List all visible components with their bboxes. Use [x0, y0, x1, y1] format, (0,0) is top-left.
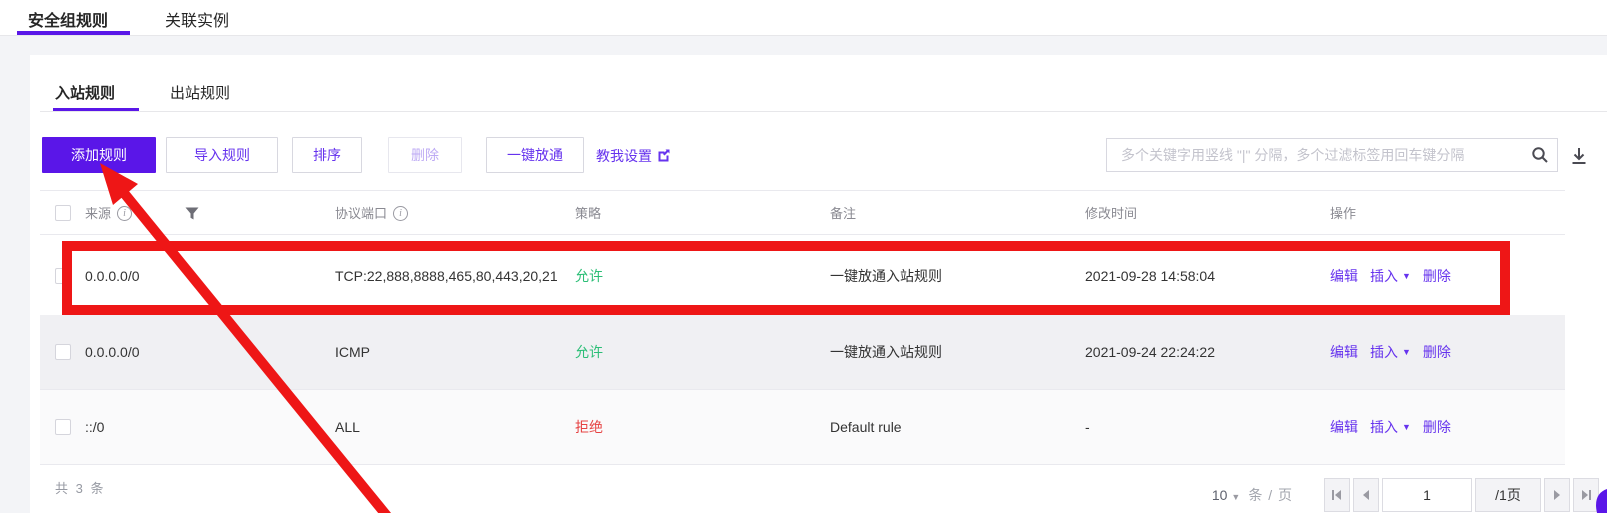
tab-associated-instances[interactable]: 关联实例: [165, 13, 230, 30]
col-source-label: 来源: [85, 206, 112, 221]
open-all-button[interactable]: 一键放通: [486, 137, 584, 173]
col-notes: 备注: [830, 206, 857, 221]
cell-actions: 编辑 插入 ▼ 删除: [1330, 341, 1451, 363]
insert-label: 插入: [1370, 419, 1398, 435]
col-actions: 操作: [1330, 206, 1357, 221]
chevron-down-icon: ▼: [1402, 347, 1411, 357]
pagination: 10▼ 条 / 页 /1页: [1212, 478, 1607, 512]
edit-link[interactable]: 编辑: [1330, 344, 1358, 360]
inner-active-tab-underline: [53, 108, 139, 111]
cell-source: 0.0.0.0/0: [85, 344, 140, 360]
search-input[interactable]: [1107, 147, 1523, 163]
insert-link[interactable]: 插入 ▼: [1370, 341, 1411, 363]
row-checkbox[interactable]: [55, 419, 71, 435]
cell-policy: 拒绝: [575, 419, 603, 435]
col-modified-time: 修改时间: [1085, 206, 1138, 221]
page-tab-bar: 安全组规则 关联实例: [0, 0, 1607, 36]
page-total-label: /1页: [1475, 478, 1541, 512]
total-count: 共 3 条: [55, 481, 106, 496]
sort-button[interactable]: 排序: [292, 137, 362, 173]
tab-security-group-rules[interactable]: 安全组规则: [28, 13, 109, 30]
chevron-down-icon: ▼: [1402, 422, 1411, 432]
col-source: 来源 i: [85, 191, 133, 236]
row-checkbox[interactable]: [55, 344, 71, 360]
col-protocol-port: 协议端口 i: [335, 191, 409, 236]
cell-modified-time: 2021-09-28 14:58:04: [1085, 267, 1215, 284]
cell-notes: Default rule: [830, 419, 902, 435]
source-filter-icon[interactable]: [185, 191, 199, 236]
import-rule-button[interactable]: 导入规则: [166, 137, 278, 173]
cell-actions: 编辑 插入 ▼ 删除: [1330, 265, 1451, 287]
teach-me-link[interactable]: 教我设置: [596, 146, 671, 166]
first-page-button[interactable]: [1324, 478, 1350, 512]
next-page-button[interactable]: [1544, 478, 1570, 512]
page-number-input[interactable]: [1382, 478, 1472, 512]
cell-protocol-port: TCP:22,888,8888,465,80,443,20,21: [335, 267, 558, 284]
prev-page-button[interactable]: [1353, 478, 1379, 512]
search-icon[interactable]: [1523, 139, 1557, 171]
last-page-button[interactable]: [1573, 478, 1599, 512]
cell-notes: 一键放通入站规则: [830, 267, 942, 284]
external-link-icon: [657, 148, 671, 165]
select-all-checkbox[interactable]: [55, 204, 71, 221]
insert-link[interactable]: 插入 ▼: [1370, 416, 1411, 438]
delete-link[interactable]: 删除: [1422, 267, 1451, 284]
insert-label: 插入: [1370, 267, 1398, 284]
insert-link[interactable]: 插入 ▼: [1370, 265, 1411, 287]
delete-link[interactable]: 删除: [1422, 344, 1451, 360]
search-box: [1106, 138, 1558, 172]
cell-notes: 一键放通入站规则: [830, 344, 942, 360]
cell-source: ::/0: [85, 419, 105, 435]
tab-divider: [40, 111, 1607, 112]
chevron-down-icon: ▼: [1402, 270, 1411, 281]
edit-link[interactable]: 编辑: [1330, 419, 1358, 435]
add-rule-button[interactable]: 添加规则: [42, 137, 156, 173]
protocol-info-icon[interactable]: i: [393, 206, 409, 221]
row-checkbox[interactable]: [55, 267, 71, 284]
table-row: 0.0.0.0/0 ICMP 允许 一键放通入站规则 2021-09-24 22…: [40, 315, 1565, 390]
cell-policy: 允许: [575, 344, 603, 360]
cell-source: 0.0.0.0/0: [85, 267, 140, 284]
cell-modified-time: -: [1085, 419, 1090, 435]
cell-policy: 允许: [575, 267, 603, 284]
insert-label: 插入: [1370, 344, 1398, 360]
chevron-down-icon: ▼: [1231, 492, 1241, 502]
active-tab-underline: [17, 31, 130, 35]
cell-modified-time: 2021-09-24 22:24:22: [1085, 344, 1215, 360]
teach-me-label: 教我设置: [596, 148, 652, 164]
col-protocol-label: 协议端口: [335, 206, 388, 221]
table-header: 来源 i 协议端口 i 策略 备注 修改时间 操作: [40, 190, 1565, 235]
col-policy: 策略: [575, 206, 602, 221]
delete-button[interactable]: 删除: [388, 137, 462, 173]
table-row: ::/0 ALL 拒绝 Default rule - 编辑 插入 ▼ 删除: [40, 390, 1565, 465]
page-size-select[interactable]: 10 ▼: [1212, 487, 1241, 503]
source-info-icon[interactable]: i: [117, 206, 133, 221]
delete-link[interactable]: 删除: [1422, 419, 1451, 435]
cell-protocol-port: ALL: [335, 419, 360, 435]
edit-link[interactable]: 编辑: [1330, 267, 1358, 284]
page-size-value: 10: [1211, 487, 1228, 503]
per-page-label: 条 / 页: [1248, 487, 1293, 503]
cell-protocol-port: ICMP: [335, 344, 370, 360]
download-icon[interactable]: [1568, 145, 1590, 167]
tab-inbound-rules[interactable]: 入站规则: [55, 85, 116, 102]
cell-actions: 编辑 插入 ▼ 删除: [1330, 416, 1451, 438]
tab-outbound-rules[interactable]: 出站规则: [170, 85, 231, 102]
table-row: 0.0.0.0/0 TCP:22,888,8888,465,80,443,20,…: [40, 236, 1565, 315]
